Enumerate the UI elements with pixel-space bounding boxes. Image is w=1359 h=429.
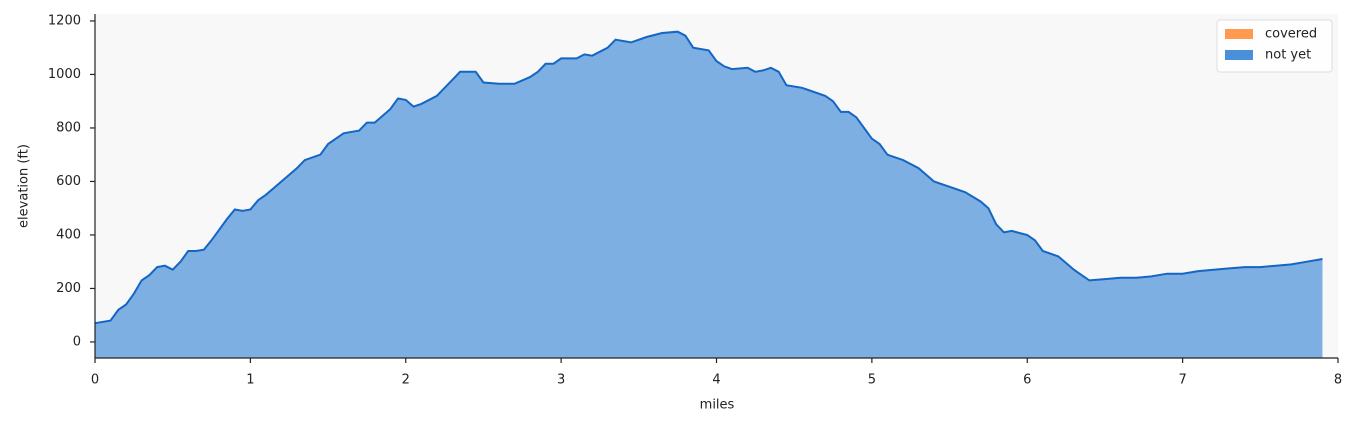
legend-swatch [1225,29,1253,39]
x-tick-label: 4 [712,373,720,388]
y-tick-label: 1200 [48,13,81,28]
y-tick-label: 600 [56,174,81,189]
area-line [94,30,1323,325]
legend-label: not yet [1265,48,1311,63]
x-tick-label: 1 [246,373,254,388]
legend-swatch [1225,50,1253,60]
x-tick-label: 0 [91,373,99,388]
y-tick-label: 0 [73,334,81,349]
x-axis-label: miles [700,398,735,413]
y-axis-label: elevation (ft) [17,144,32,228]
x-tick-label: 6 [1023,373,1031,388]
legend-label: covered [1265,27,1317,42]
x-tick-label: 8 [1334,373,1342,388]
x-tick-label: 3 [557,373,565,388]
x-tick-label: 5 [868,373,876,388]
x-tick-label: 7 [1178,373,1186,388]
y-tick-label: 800 [56,120,81,135]
y-tick-label: 1000 [48,67,81,82]
area [95,31,1323,358]
y-tick-label: 200 [56,281,81,296]
y-tick-label: 400 [56,227,81,242]
x-tick-label: 2 [402,373,410,388]
